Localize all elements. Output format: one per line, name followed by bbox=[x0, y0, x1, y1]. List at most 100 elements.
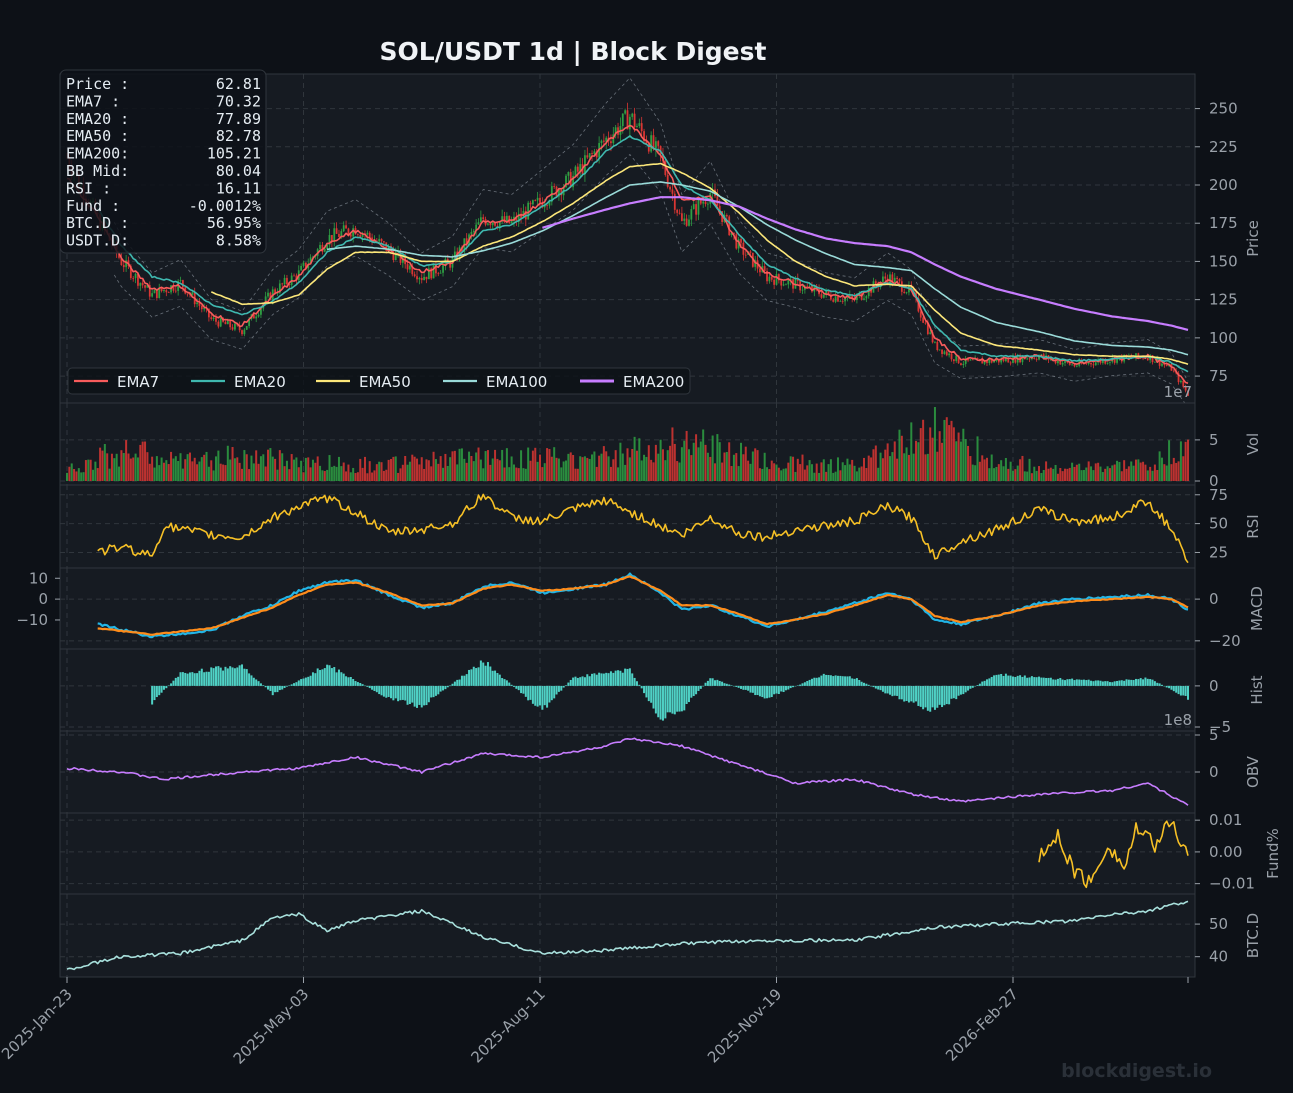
hist-bar bbox=[1045, 677, 1048, 686]
candle-body bbox=[707, 203, 709, 205]
candle-body bbox=[558, 189, 560, 197]
vol-bar bbox=[432, 451, 435, 481]
vol-bar bbox=[281, 453, 284, 481]
hist-bar bbox=[508, 682, 511, 686]
hist-bar bbox=[546, 685, 549, 708]
vol-bar bbox=[600, 453, 603, 481]
hist-bar bbox=[678, 685, 681, 712]
candle-body bbox=[196, 302, 198, 305]
vol-bar bbox=[477, 447, 480, 481]
candle-body bbox=[482, 217, 485, 220]
hist-bar bbox=[848, 676, 851, 686]
rsi-ytick-label: 50 bbox=[1209, 515, 1228, 533]
candle-body bbox=[822, 294, 825, 298]
vol-bar bbox=[354, 473, 357, 481]
vol-bar bbox=[248, 469, 251, 481]
bb-upper-band bbox=[113, 77, 1189, 382]
hist-bar bbox=[917, 685, 920, 706]
candle-body bbox=[898, 279, 901, 282]
vol-bar bbox=[314, 462, 317, 481]
candle-body bbox=[1137, 353, 1140, 357]
hist-bar bbox=[1123, 680, 1126, 686]
vol-bar bbox=[943, 419, 946, 481]
candle-body bbox=[676, 209, 679, 213]
hist-bar bbox=[1104, 681, 1107, 686]
hist-bar bbox=[631, 673, 634, 686]
hist-bar bbox=[1099, 680, 1102, 686]
vol-bar bbox=[683, 440, 686, 481]
hist-bar bbox=[555, 685, 558, 695]
hist-bar bbox=[669, 685, 672, 713]
btcd-ytick-label: 50 bbox=[1209, 915, 1228, 933]
candle-body bbox=[588, 153, 591, 158]
hist-bar bbox=[1068, 679, 1071, 686]
vol-bar bbox=[1059, 467, 1062, 481]
hist-bar bbox=[801, 683, 804, 686]
vol-bar bbox=[773, 463, 776, 481]
candle-body bbox=[638, 123, 641, 127]
vol-bar bbox=[593, 451, 596, 481]
candle-body bbox=[673, 193, 676, 210]
hist-bar bbox=[867, 684, 870, 686]
vol-bar bbox=[553, 447, 556, 481]
vol-bar bbox=[1004, 457, 1007, 481]
vol-bar bbox=[945, 417, 948, 481]
vol-bar bbox=[574, 468, 577, 481]
vol-bar bbox=[612, 459, 615, 481]
vol-bar bbox=[1026, 471, 1029, 481]
hist-bar bbox=[829, 675, 832, 686]
candle-body bbox=[572, 175, 575, 188]
vol-bar bbox=[829, 459, 832, 481]
vol-bar bbox=[444, 453, 447, 481]
hist-bar bbox=[1151, 679, 1154, 686]
vol-bar bbox=[782, 468, 785, 481]
hist-bar bbox=[281, 685, 284, 690]
hist-ytick-label: −5 bbox=[1209, 718, 1231, 736]
vol-bar bbox=[99, 447, 102, 481]
candle-body bbox=[766, 271, 768, 282]
vol-bar bbox=[742, 454, 745, 481]
candle-body bbox=[245, 326, 248, 330]
hist-bar bbox=[1073, 680, 1076, 686]
hist-bar bbox=[770, 685, 773, 698]
vol-bar bbox=[84, 460, 87, 481]
hist-bar bbox=[851, 678, 854, 686]
hist-bar bbox=[366, 685, 369, 687]
vol-bar bbox=[851, 459, 854, 481]
hist-bar bbox=[482, 662, 485, 686]
hist-bar bbox=[600, 673, 603, 686]
hist-bar bbox=[699, 685, 702, 689]
vol-bar bbox=[250, 455, 253, 481]
candle-body bbox=[137, 273, 139, 286]
hist-bar bbox=[212, 668, 215, 686]
hist-bar bbox=[321, 669, 324, 686]
hist-bar bbox=[565, 685, 568, 686]
hist-bar bbox=[1179, 685, 1182, 696]
hist-bar bbox=[484, 665, 487, 686]
candle-body bbox=[449, 261, 452, 268]
candle-body bbox=[1087, 362, 1090, 364]
hist-bar bbox=[818, 677, 821, 686]
hist-bar bbox=[468, 669, 471, 686]
vol-bar bbox=[96, 468, 99, 481]
vol-bar bbox=[278, 450, 281, 481]
vol-bar bbox=[538, 454, 541, 481]
info-label: RSI : bbox=[66, 179, 111, 197]
candle-body bbox=[304, 262, 307, 269]
hist-bar bbox=[491, 670, 494, 686]
candle-body bbox=[938, 349, 941, 351]
vol-bar bbox=[534, 447, 537, 481]
candle-body bbox=[134, 273, 137, 279]
hist-bar bbox=[721, 681, 724, 686]
vol-bar bbox=[586, 457, 589, 481]
vol-bar bbox=[576, 468, 579, 481]
vol-bar bbox=[881, 458, 884, 481]
hist-bar bbox=[401, 685, 404, 700]
hist-bar bbox=[1019, 675, 1022, 686]
vol-bar bbox=[893, 441, 896, 481]
hist-bar bbox=[224, 666, 227, 686]
candle-body bbox=[307, 264, 310, 269]
info-label: BTC.D : bbox=[66, 214, 129, 232]
candle-body bbox=[645, 140, 648, 144]
hist-bar bbox=[408, 685, 411, 705]
